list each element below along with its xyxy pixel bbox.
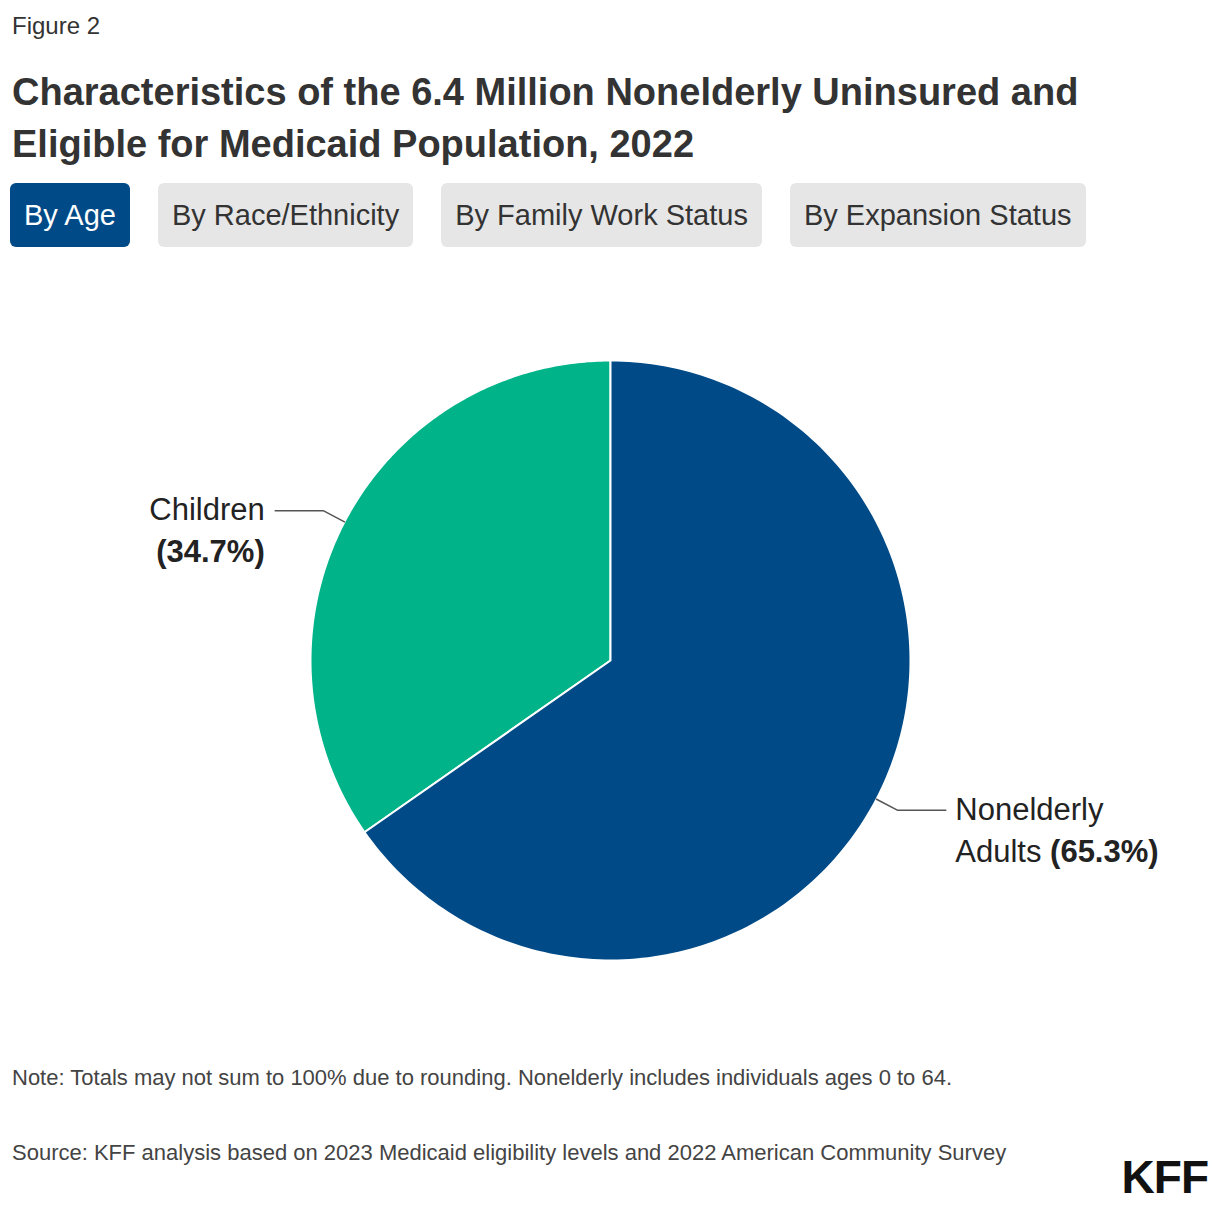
html-text:Figure 2: Figure 2	[12, 12, 100, 39]
html-text:By Family Work Status: By Family Work Status	[455, 199, 748, 231]
html-text:Note: Totals may not sum to 10: Note: Totals may not sum to 100% due to …	[12, 1065, 953, 1090]
html-text:By Age: By Age	[24, 199, 116, 231]
html-text:KFF: KFF	[1121, 1151, 1208, 1203]
html-text:By Expansion Status: By Expansion Status	[803, 199, 1072, 231]
html-text:By Race/Ethnicity: By Race/Ethnicity	[171, 199, 400, 231]
html-text:Source: KFF analysis based on: Source: KFF analysis based on 2023 Medic…	[12, 1140, 1007, 1165]
svg-text:Children(34.7%): Children(34.7%)	[149, 492, 264, 569]
html-text:Characteristics of the 6.4 Mil: Characteristics of the 6.4 Million Nonel…	[12, 71, 1079, 165]
svg-text:NonelderlyAdults (65.3%): NonelderlyAdults (65.3%)	[955, 792, 1158, 869]
